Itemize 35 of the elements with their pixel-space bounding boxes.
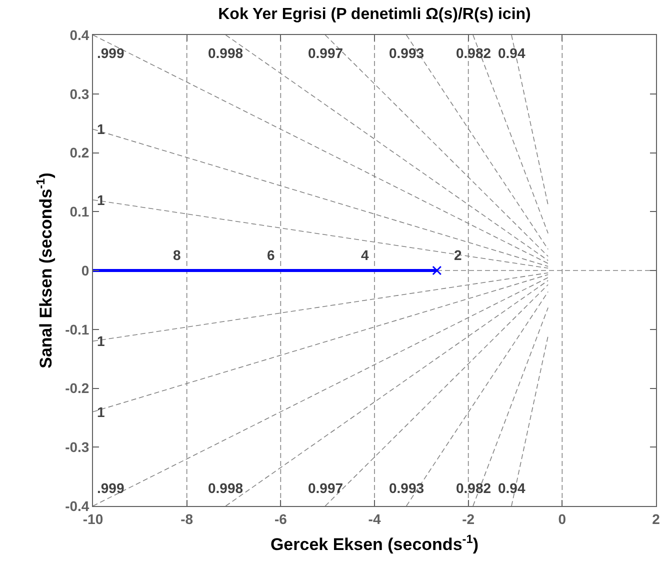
series-label: 0.94 [498, 480, 526, 496]
series-label: 0.998 [208, 480, 244, 496]
series-label: 0.993 [389, 480, 424, 496]
y-tick-label: -0.3 [65, 439, 90, 456]
annotation: 8 [173, 247, 181, 263]
x-tick-label: -2 [462, 510, 475, 527]
x-tick-label: 0 [558, 510, 566, 527]
x-axis-title: Gercek Eksen (seconds$^{-1}$) [270, 532, 479, 554]
series-label: 0.997 [308, 45, 344, 61]
series-label: 0.997 [308, 480, 344, 496]
annotation: 4 [361, 247, 369, 263]
series-label: 1 [97, 121, 105, 137]
y-tick-label: 0.1 [70, 204, 90, 220]
annotation: 6 [267, 247, 275, 263]
series-label: 1 [97, 404, 105, 420]
y-tick-label: -0.1 [65, 321, 90, 338]
series-label: .999 [97, 45, 124, 61]
series-label: .999 [97, 480, 124, 496]
series-label: 0.982 [456, 480, 492, 496]
y-tick-label: 0.3 [70, 86, 90, 102]
y-tick-label: -0.2 [65, 380, 90, 396]
series-label: 0.94 [498, 45, 526, 61]
y-tick-label: 0.4 [70, 26, 90, 43]
x-tick-label: -6 [274, 510, 288, 527]
x-tick-label: -8 [180, 510, 194, 527]
series-label: 1 [97, 192, 105, 208]
y-tick-label: 0 [81, 262, 90, 278]
x-tick-label: 2 [652, 510, 660, 527]
series-label: 0.993 [389, 45, 424, 61]
annotation: 2 [454, 247, 462, 263]
chart-title: Kok Yer Egrisi (P denetimli Ω(s)/R(s) icin) [218, 6, 531, 24]
x-tick-label: -4 [368, 510, 381, 527]
y-tick-label: 0.2 [70, 144, 90, 161]
series-label: 0.998 [208, 45, 244, 61]
series-label: 1 [97, 333, 105, 349]
